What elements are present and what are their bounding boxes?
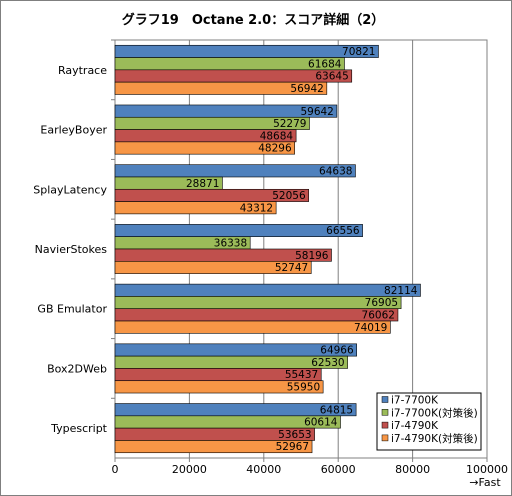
data-label: 56942 [290, 83, 323, 95]
x-tick-label: 0 [112, 463, 119, 476]
data-label: 55437 [285, 369, 318, 381]
bar [114, 201, 277, 215]
x-tick-label: 20000 [172, 463, 207, 476]
category-labels: Raytrace EarleyBoyer SplayLatency NavierSto… [33, 39, 115, 435]
bar [114, 380, 324, 394]
data-label: 58196 [295, 250, 329, 262]
x-tick-label: 40000 [246, 463, 281, 476]
data-label: 59642 [300, 106, 333, 118]
data-label: 55950 [287, 382, 320, 394]
data-label: 64966 [320, 345, 354, 357]
category-label: Typescript [50, 422, 108, 435]
bar [114, 283, 421, 297]
data-label: 64815 [320, 404, 353, 416]
legend-entry: i7-4790K [391, 420, 439, 432]
data-label: 62530 [311, 357, 344, 369]
x-tick-label: 80000 [395, 463, 430, 476]
x-tick-label: 60000 [321, 463, 356, 476]
data-label: 52967 [276, 441, 309, 453]
category-label: Box2DWeb [47, 362, 107, 375]
data-label: 52279 [273, 118, 306, 130]
data-label: 66556 [326, 225, 360, 237]
x-tick-label: 100000 [466, 463, 508, 476]
data-label: 52747 [275, 262, 308, 274]
data-label: 43312 [240, 202, 273, 214]
legend-swatch [381, 434, 389, 442]
data-label: 82114 [384, 285, 418, 297]
bar [114, 296, 402, 310]
bar [114, 81, 328, 95]
data-label: 36338 [214, 238, 247, 250]
data-label: 48684 [260, 130, 294, 142]
data-label: 74019 [354, 322, 387, 334]
category-label: NavierStokes [35, 243, 108, 256]
category-label: Raytrace [58, 64, 107, 77]
bar [114, 164, 356, 178]
bars [114, 44, 421, 454]
data-label: 64638 [319, 165, 352, 177]
bar [114, 320, 391, 334]
legend-entry: i7-4790K(対策後) [391, 432, 478, 445]
data-label: 28871 [186, 178, 219, 190]
legend: i7-7700Ki7-7700K(対策後)i7-4790Ki7-4790K(対策… [376, 392, 482, 451]
legend-entry: i7-7700K [391, 395, 439, 407]
x-axis-label: →Fast [469, 476, 501, 489]
data-label: 63645 [315, 71, 348, 83]
legend-box [376, 392, 482, 451]
legend-swatch [381, 421, 389, 429]
bar [114, 260, 312, 274]
bar [114, 141, 295, 155]
category-label: EarleyBoyer [40, 124, 107, 137]
data-label: 48296 [258, 143, 292, 155]
bar [114, 440, 313, 454]
data-label: 61684 [308, 58, 342, 70]
chart-title: グラフ19 Octane 2.0：スコア詳細（2） [122, 12, 385, 28]
data-label: 70821 [342, 46, 375, 58]
x-axis-ticks: 0 20000 40000 60000 80000 100000 [112, 458, 508, 476]
legend-swatch [381, 396, 389, 403]
data-label: 76905 [365, 297, 398, 309]
legend-swatch [381, 409, 389, 416]
data-label: 53653 [278, 429, 311, 441]
data-label: 60614 [304, 417, 338, 429]
data-label: 52056 [272, 190, 306, 202]
bar [114, 44, 379, 58]
category-label: SplayLatency [33, 183, 107, 196]
data-label: 76062 [362, 310, 395, 322]
legend-entry: i7-7700K(対策後) [391, 406, 478, 419]
category-label: GB Emulator [37, 303, 107, 316]
bar [114, 308, 399, 322]
